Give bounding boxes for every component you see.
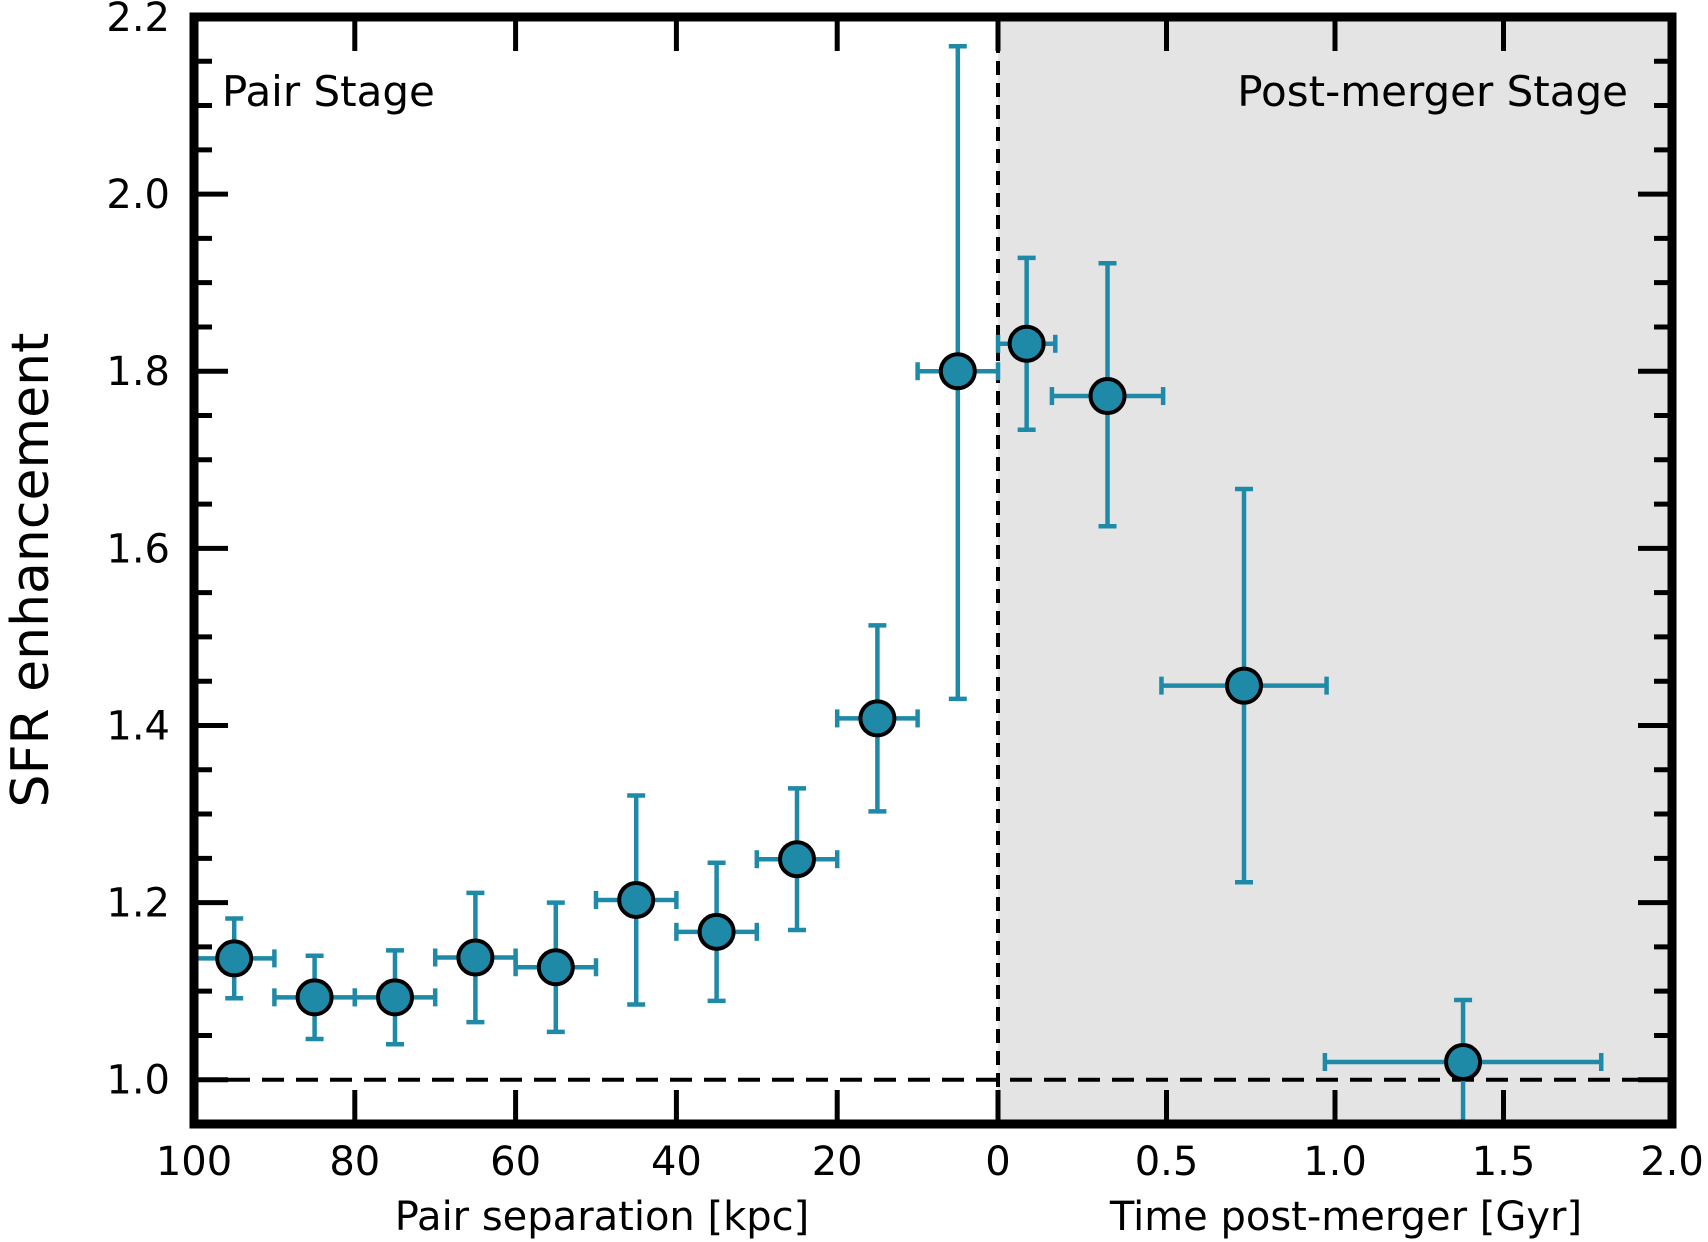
post-merger-point [995, 255, 1058, 432]
data-point-marker [617, 880, 656, 919]
pair-stage-point [432, 890, 518, 1025]
plot-frame [189, 12, 1677, 1129]
x-axis-title-left: Pair separation [kpc] [395, 1194, 810, 1240]
post-merger-point [1049, 260, 1166, 529]
y-tick-label: 2.2 [106, 0, 170, 41]
data-point-marker [858, 699, 897, 738]
data-point-marker [1088, 377, 1127, 416]
data-point-marker [295, 978, 334, 1017]
pair-stage-point [593, 793, 679, 1007]
y-tick-label: 2.0 [106, 172, 170, 218]
y-tick-label: 1.6 [106, 526, 170, 572]
post-merger-point [1322, 997, 1604, 1127]
x-tick-label-right: 0.5 [1135, 1139, 1199, 1185]
data-point-marker [1225, 666, 1264, 705]
y-tick-label: 1.4 [106, 703, 170, 749]
data-point-marker [938, 352, 977, 391]
pair-stage-label: Pair Stage [222, 67, 435, 116]
y-axis-title: SFR enhancement [1, 333, 61, 808]
post-merger-point [1159, 486, 1329, 885]
x-tick-label-left: 20 [812, 1139, 863, 1185]
data-point-marker [456, 938, 495, 977]
data-point-marker [1007, 324, 1046, 363]
x-tick-label-left: 40 [651, 1139, 702, 1185]
x-tick-label-left: 100 [156, 1139, 232, 1185]
post-merger-shaded-region [998, 17, 1672, 1124]
pair-stage-point [674, 860, 760, 1004]
x-tick-label-left: 0 [985, 1139, 1010, 1185]
y-tick-label: 1.0 [106, 1058, 170, 1104]
x-tick-label-left: 60 [490, 1139, 541, 1185]
x-axis-title-right: Time post-merger [Gyr] [1109, 1194, 1582, 1240]
data-point-marker [778, 840, 816, 879]
post-merger-stage-label: Post-merger Stage [1237, 67, 1628, 116]
x-tick-label-right: 1.0 [1303, 1139, 1367, 1185]
pair-stage-point [352, 948, 438, 1047]
pair-stage-point [191, 916, 277, 1001]
x-tick-label-right: 2.0 [1640, 1139, 1704, 1185]
data-point-marker [215, 939, 254, 978]
data-point-marker [697, 912, 736, 951]
x-tick-label-right: 1.5 [1472, 1139, 1536, 1185]
pair-stage-point [915, 43, 1001, 702]
pair-stage-point [754, 786, 840, 933]
x-tick-label-left: 80 [329, 1139, 380, 1185]
data-point-marker [1444, 1043, 1483, 1082]
y-tick-label: 1.2 [106, 881, 170, 927]
y-tick-label: 1.8 [106, 349, 170, 395]
data-point-marker [376, 978, 414, 1017]
data-point-marker [536, 948, 575, 987]
pair-stage-point [513, 900, 599, 1035]
pair-stage-point [272, 953, 358, 1042]
pair-stage-point [834, 623, 920, 814]
